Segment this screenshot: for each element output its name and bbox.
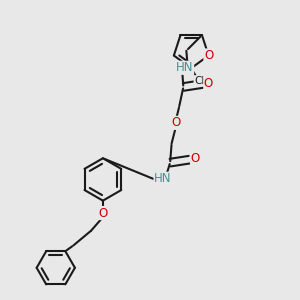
Text: O: O — [171, 116, 181, 129]
Text: O: O — [98, 206, 107, 220]
Text: O: O — [190, 152, 200, 165]
Text: CH₃: CH₃ — [194, 76, 213, 86]
Text: HN: HN — [154, 172, 172, 185]
Text: O: O — [204, 76, 213, 90]
Text: O: O — [204, 49, 213, 62]
Text: HN: HN — [176, 61, 194, 74]
